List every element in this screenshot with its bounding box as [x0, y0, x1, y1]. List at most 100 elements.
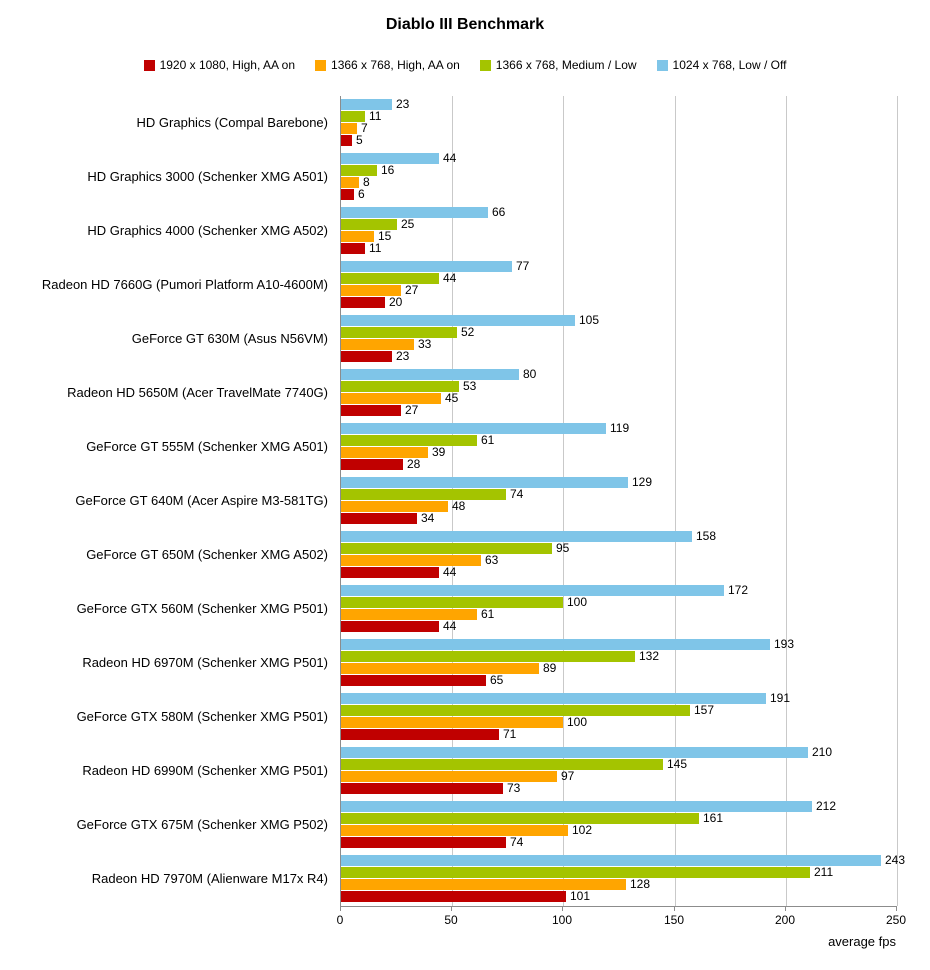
bar-group: 77 44 27 20 — [341, 260, 529, 309]
bar-row: 66 — [341, 206, 505, 218]
bar — [341, 447, 428, 458]
bar-row: 211 — [341, 866, 905, 878]
category-label: GeForce GTX 580M (Schenker XMG P501) — [76, 709, 328, 724]
x-tick-label: 150 — [663, 913, 685, 927]
bar-value-label: 34 — [421, 511, 435, 525]
gridline — [563, 96, 564, 906]
bar — [341, 531, 692, 542]
bar-row: 128 — [341, 877, 905, 891]
bar-value-label: 158 — [696, 529, 717, 543]
bar-value-label: 71 — [503, 727, 517, 741]
bar — [341, 405, 401, 416]
bar-row: 210 — [341, 746, 832, 758]
bar-row: 16 — [341, 164, 456, 176]
bar — [341, 783, 503, 794]
bar-group: 172 100 61 44 — [341, 584, 748, 633]
bar-group: 212 161 102 74 — [341, 800, 836, 849]
bar — [341, 867, 810, 878]
legend-swatch — [656, 59, 668, 71]
bar-row: 6 — [341, 187, 456, 201]
bar-row: 129 — [341, 475, 653, 489]
bar-row: 15 — [341, 230, 505, 242]
bar-value-label: 33 — [418, 337, 432, 351]
bar-value-label: 132 — [639, 649, 660, 663]
bar — [341, 99, 392, 110]
bar-value-label: 74 — [510, 835, 524, 849]
bar-row: 11 — [341, 241, 505, 255]
bar — [341, 651, 635, 662]
bar-value-label: 61 — [481, 607, 495, 621]
x-tick-mark — [896, 907, 897, 911]
bar-value-label: 100 — [567, 595, 588, 609]
bar-row: 34 — [341, 511, 652, 525]
bar-row: 193 — [341, 638, 794, 650]
bar-row: 27 — [341, 404, 536, 416]
category-label: Radeon HD 6990M (Schenker XMG P501) — [82, 763, 328, 778]
bar-row: 27 — [341, 284, 529, 296]
bar — [341, 177, 359, 188]
bar — [341, 543, 552, 554]
bar-row: 20 — [341, 296, 529, 308]
bar-value-label: 7 — [361, 121, 368, 135]
bar-value-label: 44 — [443, 565, 457, 579]
category-label: Radeon HD 5650M (Acer TravelMate 7740G) — [67, 385, 328, 400]
x-tick-label: 100 — [551, 913, 573, 927]
bar-group: 119 61 39 28 — [341, 422, 629, 471]
gridline — [786, 96, 787, 906]
bar — [341, 351, 392, 362]
bar-row: 158 — [341, 529, 717, 543]
bar-value-label: 74 — [510, 487, 524, 501]
category-label: GeForce GTX 560M (Schenker XMG P501) — [76, 601, 328, 616]
bar-row: 161 — [341, 811, 836, 825]
bar-value-label: 44 — [443, 619, 457, 633]
bar-row: 71 — [341, 727, 790, 741]
bar-row: 7 — [341, 121, 409, 135]
bar-row: 65 — [341, 674, 794, 686]
bar-value-label: 63 — [485, 553, 499, 567]
bar-row: 45 — [341, 392, 536, 404]
bar-value-label: 23 — [396, 349, 410, 363]
bar-value-label: 28 — [407, 457, 421, 471]
bar-row: 95 — [341, 541, 716, 555]
bar-value-label: 129 — [632, 475, 653, 489]
bar — [341, 771, 557, 782]
bar — [341, 489, 506, 500]
bar-row: 23 — [341, 349, 599, 363]
bar — [341, 663, 539, 674]
bar-row: 25 — [341, 218, 505, 230]
bar — [341, 675, 486, 686]
x-tick-mark — [674, 907, 675, 911]
bar — [341, 111, 365, 122]
bar-group: 44 16 8 6 — [341, 152, 456, 201]
bar — [341, 813, 699, 824]
bar-row: 53 — [341, 380, 536, 392]
bar — [341, 693, 766, 704]
bar-row: 100 — [341, 595, 748, 609]
bar-group: 243 211 128 101 — [341, 854, 905, 903]
bar — [341, 393, 441, 404]
bar-row: 243 — [341, 854, 905, 866]
bar — [341, 705, 690, 716]
bar-row: 100 — [341, 715, 790, 729]
x-tick-mark — [562, 907, 563, 911]
bar-row: 5 — [341, 134, 409, 146]
category-label: Radeon HD 7970M (Alienware M17x R4) — [91, 871, 328, 886]
bar-value-label: 128 — [630, 877, 651, 891]
bar-row: 101 — [341, 890, 905, 902]
bar-group: 158 95 63 44 — [341, 529, 717, 579]
bar — [341, 153, 439, 164]
bar-value-label: 11 — [369, 241, 382, 255]
bar-value-label: 48 — [452, 499, 466, 513]
bar-value-label: 6 — [358, 187, 365, 201]
bar-value-label: 161 — [703, 811, 724, 825]
bar — [341, 621, 439, 632]
bar — [341, 855, 881, 866]
bar-row: 8 — [341, 175, 456, 189]
bar-row: 28 — [341, 457, 629, 471]
bar-value-label: 8 — [363, 175, 370, 189]
bar-row: 102 — [341, 824, 836, 836]
bar-value-label: 100 — [567, 715, 588, 729]
bar-value-label: 95 — [556, 541, 570, 555]
bar — [341, 207, 488, 218]
bar-value-label: 23 — [396, 97, 410, 111]
